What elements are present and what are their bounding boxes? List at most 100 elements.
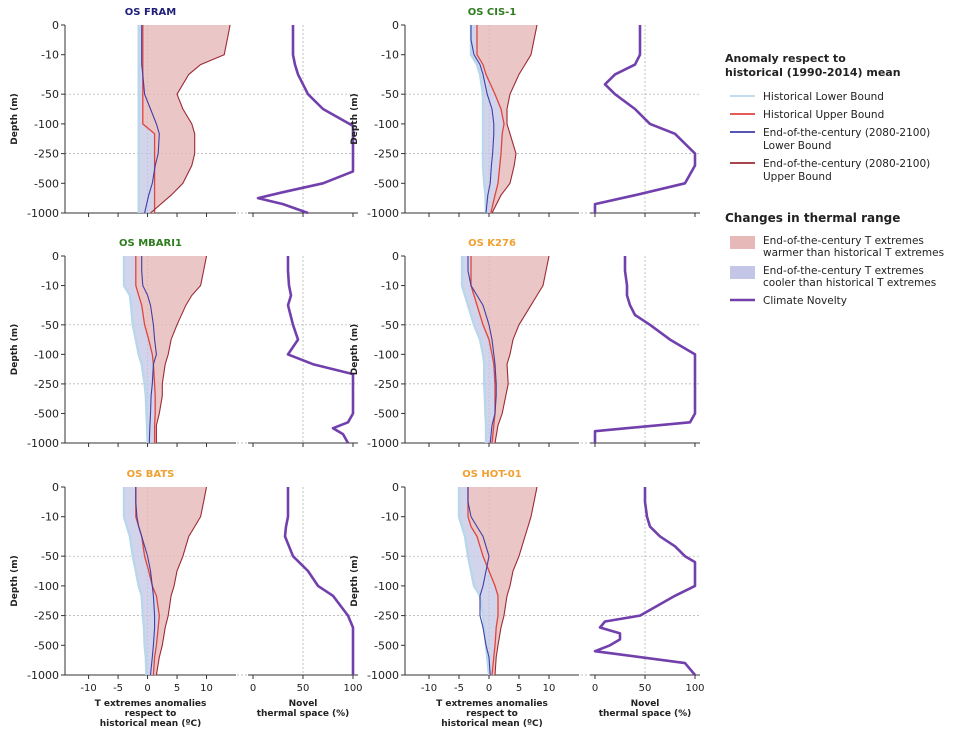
- x-tick-label: 10: [200, 683, 213, 694]
- historical-upper-bound-line: [467, 487, 499, 676]
- legend-label: End-of-the-century T extremes: [763, 235, 924, 247]
- y-tick-label: -10: [41, 511, 59, 524]
- y-tick-label: -500: [374, 407, 399, 420]
- x-tick-label: -5: [113, 683, 123, 694]
- panel-title: OS BATS: [127, 469, 175, 480]
- historical-range-fill: [459, 487, 498, 675]
- warmer-extremes-fill: [468, 487, 537, 675]
- x-axis-label-anomaly: T extremes anomalies: [436, 699, 548, 709]
- x-tick-label: 0: [144, 683, 150, 694]
- y-tick-label: 0: [392, 250, 399, 263]
- legend-title: Anomaly respect to: [725, 52, 846, 65]
- y-tick-label: -10: [381, 49, 399, 62]
- legend-label: End-of-the-century (2080-2100): [763, 127, 930, 139]
- x-axis-label-novelty: Novel: [631, 699, 660, 709]
- y-axis-label: Depth (m): [10, 324, 20, 375]
- y-tick-label: -250: [34, 148, 59, 161]
- climate-novelty-line: [283, 487, 355, 675]
- panel-title: OS FRAM: [125, 7, 176, 18]
- y-tick-label: -1000: [27, 437, 59, 450]
- y-tick-label: -50: [381, 319, 399, 332]
- y-tick-label: -50: [41, 550, 59, 563]
- y-tick-label: -1000: [367, 207, 399, 220]
- y-axis-label: Depth (m): [10, 555, 20, 606]
- x-tick-label: 0: [250, 683, 256, 694]
- panel-os-fram: 0 -10 -50 -100 -250 -500 -1000 Depth (m) OS FRAM: [10, 7, 358, 220]
- eoc-upper-bound-line: [150, 24, 231, 214]
- panel-os-k276: 0 -10 -50 -100 -250 -500 -1000 Depth (m) OS K276: [350, 238, 700, 450]
- climate-novelty-line: [593, 256, 697, 443]
- x-tick-label: -10: [80, 683, 96, 694]
- x-tick-label: 50: [639, 683, 652, 694]
- eoc-lower-bound-line: [470, 25, 495, 214]
- panel-os-mbari1: 0 -10 -50 -100 -250 -500 -1000 Depth (m) OS MBAR…: [10, 238, 358, 450]
- eoc-upper-bound-line: [494, 255, 550, 444]
- y-tick-label: -10: [381, 511, 399, 524]
- y-tick-label: 0: [392, 481, 399, 494]
- historical-lower-bound-line: [122, 487, 148, 676]
- legend-patch-swatch: [730, 266, 755, 279]
- panel-title: OS HOT-01: [462, 469, 522, 480]
- y-tick-label: -50: [41, 319, 59, 332]
- climate-novelty-line: [286, 256, 355, 444]
- y-tick-label: -250: [374, 378, 399, 391]
- historical-range-fill: [124, 487, 160, 675]
- x-axis-label-anomaly: historical mean (ºC): [100, 719, 202, 729]
- y-tick-label: -10: [41, 280, 59, 293]
- warmer-extremes-fill: [471, 256, 549, 443]
- legend-patch-swatch: [730, 236, 755, 249]
- historical-lower-bound-line: [469, 25, 488, 214]
- x-axis-label-novelty: thermal space (%): [257, 709, 350, 719]
- legend-title: Changes in thermal range: [725, 211, 900, 225]
- legend-label: Upper Bound: [763, 171, 832, 183]
- eoc-lower-bound-line: [467, 487, 491, 676]
- legend-label: Lower Bound: [763, 140, 831, 152]
- x-axis-label-anomaly: historical mean (ºC): [441, 719, 543, 729]
- climate-novelty-line: [256, 25, 355, 215]
- panel-title: OS CIS-1: [468, 7, 517, 18]
- eoc-lower-bound-line: [135, 487, 156, 676]
- historical-lower-bound-line: [460, 256, 488, 443]
- warmer-extremes-fill: [135, 256, 207, 443]
- warmer-extremes-fill: [135, 487, 207, 675]
- y-tick-label: -500: [34, 177, 59, 190]
- panel-title: OS K276: [468, 238, 516, 249]
- climate-novelty-line: [593, 25, 697, 213]
- eoc-upper-bound-line: [155, 255, 208, 443]
- x-axis-label-anomaly: respect to: [125, 709, 177, 719]
- y-tick-label: -50: [381, 550, 399, 563]
- historical-lower-bound-line: [122, 256, 149, 444]
- y-tick-label: 0: [52, 19, 59, 32]
- x-tick-label: 50: [297, 683, 310, 694]
- y-tick-label: -100: [374, 348, 399, 361]
- y-tick-label: -100: [34, 348, 59, 361]
- y-tick-label: -250: [34, 610, 59, 623]
- legend-label: Historical Upper Bound: [763, 109, 884, 121]
- y-tick-label: -100: [374, 118, 399, 131]
- x-tick-label: 5: [516, 683, 522, 694]
- y-tick-label: -250: [34, 378, 59, 391]
- x-axis-label-anomaly: T extremes anomalies: [95, 699, 207, 709]
- y-tick-label: -1000: [27, 669, 59, 682]
- y-axis-label: Depth (m): [10, 93, 20, 144]
- historical-upper-bound-line: [142, 25, 156, 213]
- x-tick-label: -10: [421, 683, 437, 694]
- legend-label: End-of-the-century (2080-2100): [763, 158, 930, 170]
- y-tick-label: -100: [34, 580, 59, 593]
- legend-label: End-of-the-century T extremes: [763, 265, 924, 277]
- y-tick-label: -50: [381, 88, 399, 101]
- x-tick-label: 100: [343, 683, 362, 694]
- eoc-upper-bound-line: [155, 486, 208, 676]
- y-tick-label: 0: [52, 250, 59, 263]
- warmer-extremes-fill: [142, 25, 231, 213]
- y-tick-label: -500: [374, 639, 399, 652]
- historical-upper-bound-line: [135, 487, 160, 676]
- legend-title: historical (1990-2014) mean: [725, 66, 901, 79]
- historical-upper-bound-line: [476, 25, 505, 214]
- y-axis-label: Depth (m): [350, 324, 360, 375]
- y-tick-label: -10: [381, 280, 399, 293]
- y-tick-label: -1000: [367, 669, 399, 682]
